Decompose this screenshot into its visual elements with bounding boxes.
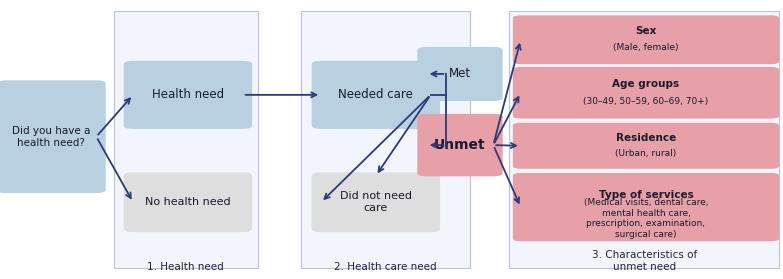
- Text: Health need: Health need: [152, 88, 224, 101]
- Text: Met: Met: [449, 68, 471, 80]
- FancyBboxPatch shape: [417, 114, 503, 176]
- Text: Needed care: Needed care: [338, 88, 413, 101]
- Text: (30–49, 50–59, 60–69, 70+): (30–49, 50–59, 60–69, 70+): [583, 97, 709, 105]
- FancyBboxPatch shape: [513, 15, 779, 64]
- Text: 1. Health need: 1. Health need: [147, 262, 224, 272]
- Text: Type of services: Type of services: [598, 190, 694, 199]
- Bar: [301, 11, 470, 268]
- FancyBboxPatch shape: [0, 80, 106, 193]
- Bar: [509, 11, 779, 268]
- FancyBboxPatch shape: [124, 61, 252, 129]
- Text: Age groups: Age groups: [612, 79, 680, 88]
- Text: (Male, female): (Male, female): [613, 43, 679, 52]
- FancyBboxPatch shape: [312, 172, 440, 232]
- FancyBboxPatch shape: [124, 172, 252, 232]
- FancyBboxPatch shape: [513, 67, 779, 119]
- FancyBboxPatch shape: [513, 173, 779, 241]
- Text: 3. Characteristics of
unmet need: 3. Characteristics of unmet need: [592, 251, 697, 272]
- Text: Unmet: Unmet: [435, 138, 485, 152]
- FancyBboxPatch shape: [417, 47, 503, 101]
- Text: Sex: Sex: [635, 26, 657, 36]
- Bar: [114, 11, 258, 268]
- Text: Residence: Residence: [616, 133, 676, 143]
- FancyBboxPatch shape: [513, 123, 779, 169]
- FancyBboxPatch shape: [312, 61, 440, 129]
- Text: Did you have a
health need?: Did you have a health need?: [12, 126, 91, 148]
- Text: (Medical visits, dental care,
mental health care,
prescription, examination,
sur: (Medical visits, dental care, mental hea…: [583, 198, 709, 239]
- Text: Did not need
care: Did not need care: [340, 191, 412, 213]
- Text: (Urban, rural): (Urban, rural): [615, 148, 677, 158]
- Text: 2. Health care need: 2. Health care need: [334, 262, 437, 272]
- Text: No health need: No health need: [145, 197, 231, 207]
